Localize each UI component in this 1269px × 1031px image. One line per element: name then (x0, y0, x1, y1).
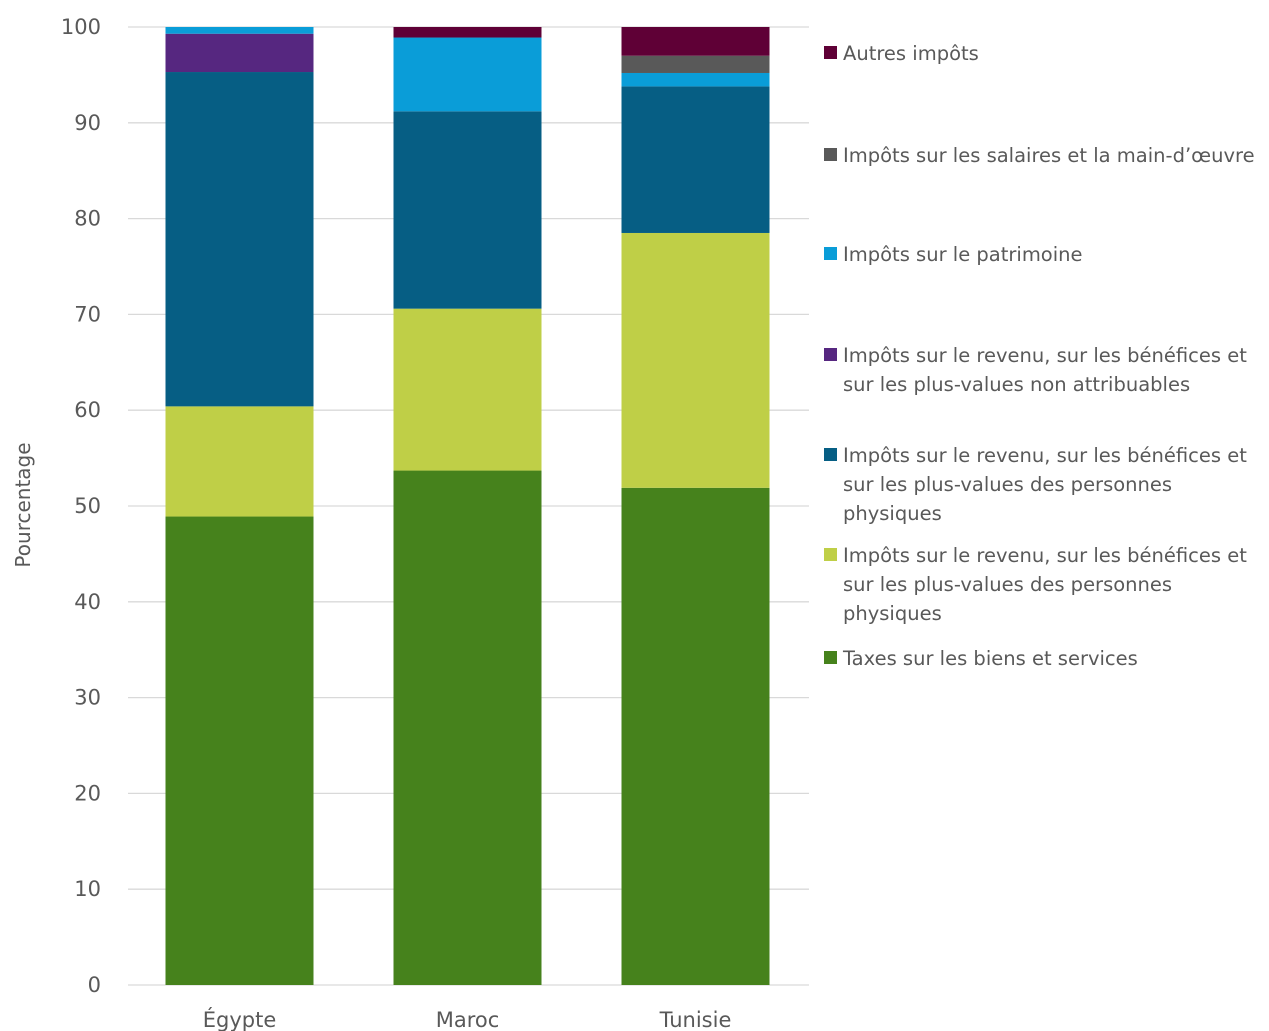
bar-segment (621, 27, 770, 56)
legend-swatch (824, 46, 837, 59)
legend-swatch (824, 651, 837, 664)
y-tick-label: 90 (74, 111, 101, 135)
bar-segment (165, 33, 314, 73)
legend-swatch (824, 247, 837, 260)
legend-swatch (824, 448, 837, 461)
bar-segment (621, 55, 770, 73)
bar-segment (393, 27, 542, 38)
x-tick-label: Égypte (203, 1007, 277, 1031)
y-tick-label: 20 (74, 781, 101, 805)
y-tick-label: 40 (74, 590, 101, 614)
legend-item: Taxes sur les biens et services (824, 644, 1269, 673)
bar-segment (621, 72, 770, 87)
bar-segment (621, 232, 770, 488)
legend-label: Impôts sur le revenu, sur les bénéfices … (843, 544, 1247, 625)
legend-label: Impôts sur les salaires et la main-d’œuv… (843, 144, 1255, 167)
legend-item: Impôts sur le revenu, sur les bénéfices … (824, 441, 1269, 528)
legend-item: Impôts sur le revenu, sur les bénéfices … (824, 341, 1269, 399)
bar-segment (165, 516, 314, 985)
y-axis-title: Pourcentage (11, 442, 35, 567)
y-tick-label: 50 (74, 494, 101, 518)
tick-labels: 0 10 20 30 40 50 60 70 80 90 100 Égypte Maroc Tunisie (61, 15, 731, 1031)
legend-label: Impôts sur le revenu, sur les bénéfices … (843, 444, 1247, 525)
y-tick-label: 80 (74, 207, 101, 231)
bar-segment (393, 308, 542, 471)
y-tick-label: 0 (88, 973, 101, 997)
bar-segment (393, 111, 542, 309)
legend-label: Impôts sur le patrimoine (843, 243, 1083, 266)
bar-segment (393, 37, 542, 112)
bar-segment (165, 406, 314, 517)
bars (165, 27, 770, 986)
y-tick-label: 60 (74, 398, 101, 422)
x-tick-label: Maroc (436, 1008, 500, 1031)
bar-segment (621, 86, 770, 233)
legend-label: Taxes sur les biens et services (843, 647, 1138, 670)
bar-segment (165, 72, 314, 407)
bar-segment (621, 487, 770, 985)
bar-segment (165, 27, 314, 34)
x-tick-label: Tunisie (659, 1008, 732, 1031)
y-tick-label: 100 (61, 15, 101, 39)
legend-swatch (824, 548, 837, 561)
y-tick-label: 70 (74, 302, 101, 326)
legend-swatch (824, 348, 837, 361)
legend-item: Autres impôts (824, 39, 1269, 68)
y-tick-label: 10 (74, 877, 101, 901)
legend-label: Autres impôts (843, 42, 979, 65)
legend: Autres impôts Impôts sur les salaires et … (824, 0, 1269, 700)
legend-item: Impôts sur le revenu, sur les bénéfices … (824, 541, 1269, 628)
legend-item: Impôts sur le patrimoine (824, 240, 1269, 269)
legend-item: Impôts sur les salaires et la main-d’œuv… (824, 141, 1269, 170)
y-tick-label: 30 (74, 686, 101, 710)
bar-segment (393, 470, 542, 986)
legend-swatch (824, 148, 837, 161)
legend-label: Impôts sur le revenu, sur les bénéfices … (843, 344, 1247, 396)
